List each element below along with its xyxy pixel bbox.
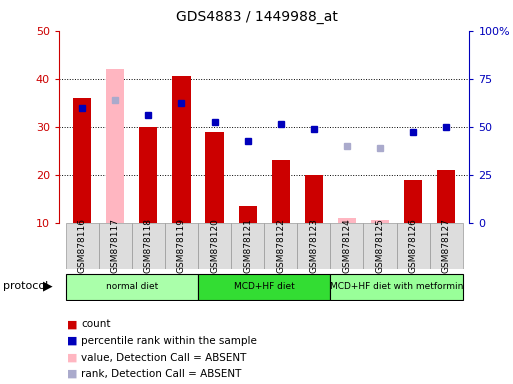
Bar xyxy=(397,223,430,269)
Bar xyxy=(272,161,290,223)
Bar xyxy=(430,223,463,269)
Bar xyxy=(231,223,264,269)
Text: normal diet: normal diet xyxy=(106,282,158,291)
Bar xyxy=(66,223,98,269)
Bar xyxy=(198,274,330,300)
Bar xyxy=(66,274,198,300)
Text: ■: ■ xyxy=(67,336,77,346)
Text: MCD+HF diet with metformin: MCD+HF diet with metformin xyxy=(330,282,463,291)
Text: GSM878120: GSM878120 xyxy=(210,218,219,273)
Text: GSM878125: GSM878125 xyxy=(376,218,385,273)
Bar xyxy=(305,175,323,223)
Text: GSM878121: GSM878121 xyxy=(243,218,252,273)
Bar xyxy=(172,76,190,223)
Text: ▶: ▶ xyxy=(43,280,52,293)
Text: GSM878118: GSM878118 xyxy=(144,218,153,273)
Bar xyxy=(165,223,198,269)
Bar xyxy=(73,98,91,223)
Text: MCD+HF diet: MCD+HF diet xyxy=(234,282,294,291)
Text: GSM878116: GSM878116 xyxy=(77,218,87,273)
Bar xyxy=(437,170,456,223)
Bar xyxy=(132,223,165,269)
Text: ■: ■ xyxy=(67,369,77,379)
Bar xyxy=(330,274,463,300)
Text: ■: ■ xyxy=(67,319,77,329)
Text: GSM878126: GSM878126 xyxy=(409,218,418,273)
Text: ■: ■ xyxy=(67,353,77,362)
Text: GSM878117: GSM878117 xyxy=(111,218,120,273)
Bar xyxy=(139,127,157,223)
Text: GSM878124: GSM878124 xyxy=(343,218,351,273)
Bar xyxy=(264,223,298,269)
Bar xyxy=(106,69,124,223)
Bar xyxy=(404,180,422,223)
Bar xyxy=(338,218,356,223)
Bar xyxy=(298,223,330,269)
Bar xyxy=(198,223,231,269)
Text: GSM878127: GSM878127 xyxy=(442,218,451,273)
Bar xyxy=(364,223,397,269)
Text: count: count xyxy=(81,319,111,329)
Text: protocol: protocol xyxy=(3,281,48,291)
Text: GDS4883 / 1449988_at: GDS4883 / 1449988_at xyxy=(175,10,338,23)
Bar xyxy=(371,220,389,223)
Text: percentile rank within the sample: percentile rank within the sample xyxy=(81,336,257,346)
Bar xyxy=(205,131,224,223)
Text: GSM878123: GSM878123 xyxy=(309,218,319,273)
Text: GSM878122: GSM878122 xyxy=(276,218,285,273)
Bar xyxy=(239,206,256,223)
Text: rank, Detection Call = ABSENT: rank, Detection Call = ABSENT xyxy=(81,369,242,379)
Text: GSM878119: GSM878119 xyxy=(177,218,186,273)
Bar xyxy=(98,223,132,269)
Bar xyxy=(330,223,364,269)
Text: value, Detection Call = ABSENT: value, Detection Call = ABSENT xyxy=(81,353,246,362)
